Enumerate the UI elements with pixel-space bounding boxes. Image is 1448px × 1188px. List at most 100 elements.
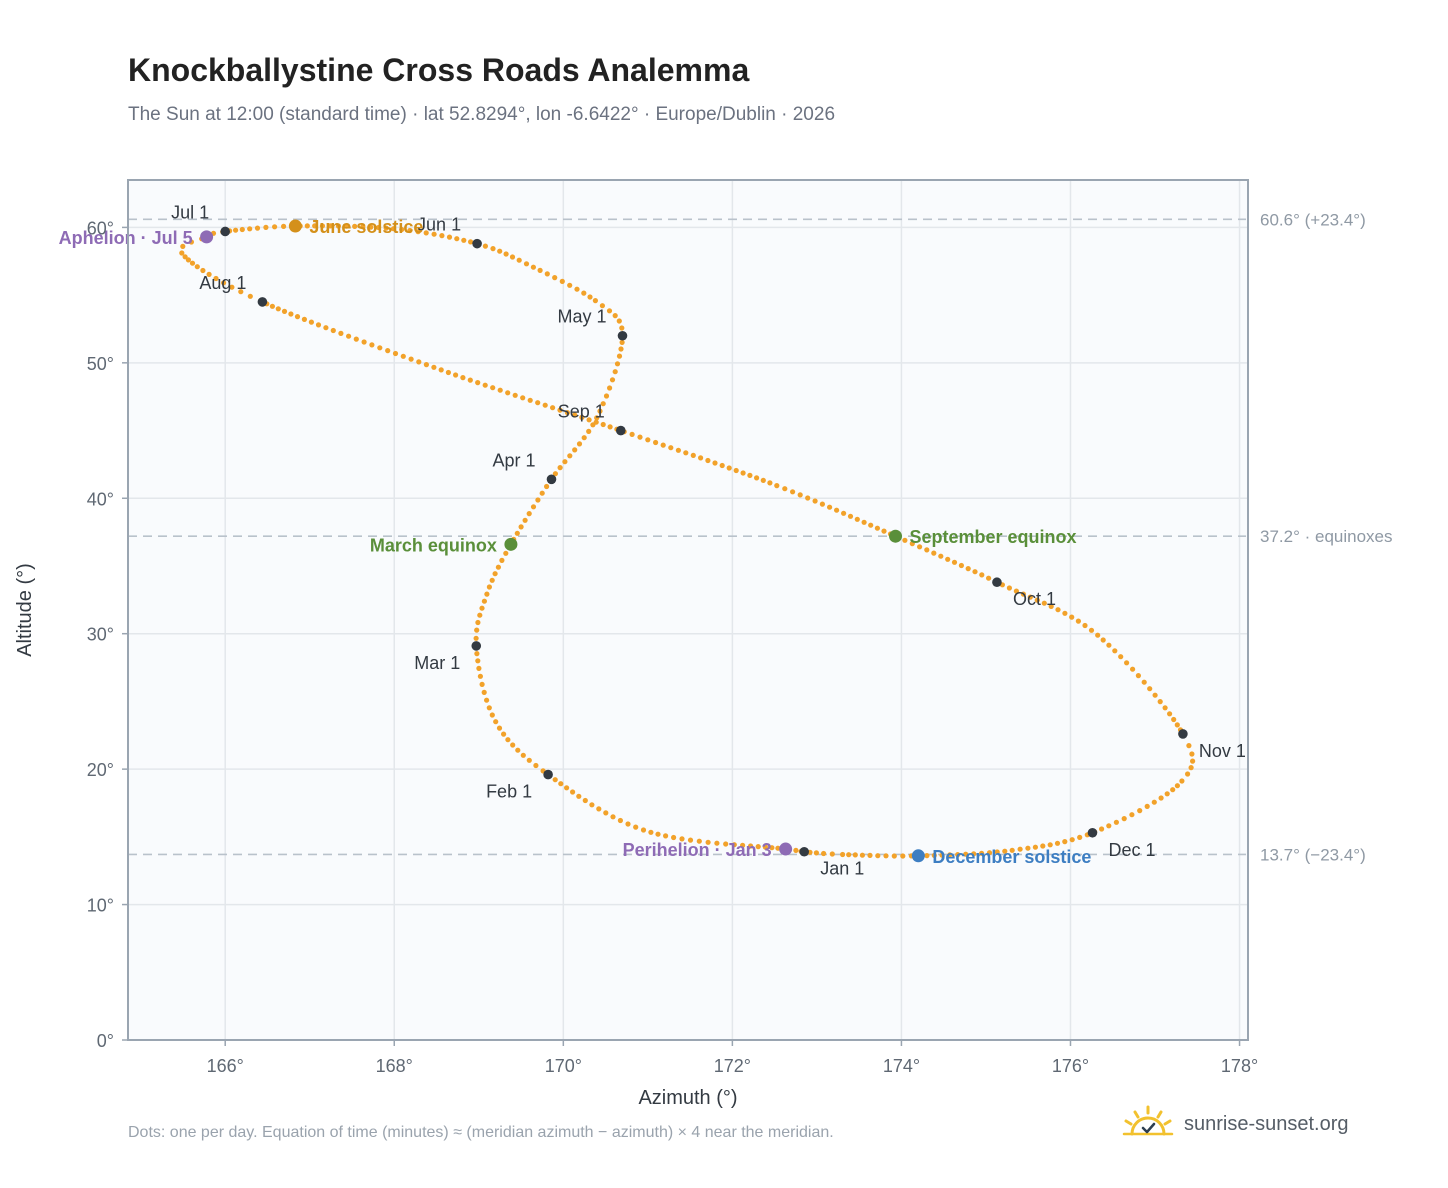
daily-sun-dot — [416, 359, 422, 365]
daily-sun-dot — [281, 223, 287, 229]
daily-sun-dot — [1095, 632, 1101, 638]
month-marker — [1178, 729, 1188, 739]
daily-sun-dot — [1017, 846, 1023, 852]
daily-sun-dot — [1009, 847, 1015, 853]
month-marker — [543, 769, 553, 780]
daily-sun-dot — [1171, 716, 1177, 723]
daily-sun-dot — [586, 417, 592, 423]
daily-sun-dot — [338, 330, 344, 336]
daily-sun-dot — [819, 501, 826, 507]
daily-sun-dot — [1062, 610, 1068, 616]
daily-sun-dot — [497, 248, 503, 254]
event-label: March equinox — [370, 535, 497, 555]
daily-sun-dot — [797, 492, 803, 498]
daily-sun-dot — [574, 286, 580, 292]
month-marker — [616, 425, 626, 436]
month-marker-label: Oct 1 — [1013, 589, 1056, 609]
daily-sun-dot — [1041, 600, 1047, 606]
daily-sun-dot — [530, 264, 537, 270]
daily-sun-dot — [938, 553, 944, 559]
daily-sun-dot — [188, 239, 194, 245]
daily-sun-dot — [474, 627, 480, 633]
daily-sun-dot — [557, 407, 563, 413]
daily-sun-dot — [496, 725, 503, 731]
daily-sun-dot — [476, 665, 482, 672]
daily-sun-dot — [618, 346, 624, 352]
daily-sun-dot — [846, 852, 852, 858]
brand-link[interactable]: sunrise-sunset.org — [1120, 1104, 1349, 1144]
month-marker-label: Sep 1 — [558, 402, 605, 422]
daily-sun-dot — [510, 742, 516, 748]
x-tick-label: 178° — [1221, 1056, 1258, 1076]
daily-sun-dot — [668, 445, 674, 451]
daily-sun-dot — [423, 362, 429, 368]
daily-sun-dot — [640, 827, 647, 833]
daily-sun-dot — [1020, 591, 1026, 597]
daily-sun-dot — [947, 852, 953, 858]
daily-sun-dot — [550, 405, 556, 411]
daily-sun-dot — [304, 223, 310, 229]
daily-sun-dot — [492, 571, 498, 577]
daily-sun-dot — [552, 471, 559, 477]
daily-sun-dot — [589, 802, 595, 808]
daily-sun-dot — [542, 402, 548, 408]
daily-sun-dot — [754, 475, 760, 481]
month-marker-label: Dec 1 — [1108, 840, 1155, 860]
daily-sun-dot — [755, 844, 761, 850]
daily-sun-dot — [655, 831, 661, 837]
x-tick-label: 166° — [207, 1056, 244, 1076]
daily-sun-dot — [399, 226, 405, 233]
daily-sun-dot — [1129, 812, 1135, 818]
daily-sun-dot — [1118, 654, 1124, 660]
month-marker-label: Apr 1 — [492, 450, 535, 470]
daily-sun-dot — [1135, 673, 1141, 679]
daily-sun-dot — [955, 852, 961, 858]
daily-sun-dot — [769, 845, 775, 851]
daily-sun-dot — [793, 847, 799, 854]
daily-sun-dot — [516, 257, 522, 263]
event-label: December solstice — [932, 847, 1091, 867]
daily-sun-dot — [951, 559, 958, 565]
x-tick-label: 170° — [545, 1056, 582, 1076]
daily-sun-dot — [369, 342, 375, 348]
daily-sun-dot — [612, 313, 618, 319]
month-marker — [472, 238, 482, 249]
daily-sun-dot — [520, 395, 526, 401]
daily-sun-dot — [586, 428, 592, 434]
plot-frame — [127, 179, 1249, 1041]
daily-sun-dot — [552, 777, 558, 783]
daily-sun-dot — [883, 853, 889, 859]
daily-sun-dot — [867, 852, 873, 859]
daily-sun-dot — [497, 387, 503, 393]
daily-sun-dot — [431, 364, 437, 370]
daily-sun-dot — [805, 495, 811, 501]
daily-sun-dot — [994, 849, 1000, 855]
daily-sun-dot — [407, 227, 413, 234]
daily-sun-dot — [812, 498, 818, 504]
daily-sun-dot — [431, 231, 437, 237]
daily-sun-dot — [829, 851, 835, 857]
daily-sun-dot — [570, 789, 576, 795]
daily-sun-dot — [572, 447, 578, 453]
y-tick-label: 60° — [87, 218, 114, 238]
daily-sun-dot — [698, 455, 704, 461]
daily-sun-dot — [254, 225, 261, 231]
y-tick-label: 20° — [87, 760, 114, 780]
month-marker-label: Jun 1 — [417, 215, 461, 235]
daily-sun-dot — [179, 250, 185, 256]
daily-sun-dot — [233, 227, 239, 233]
daily-sun-dot — [617, 817, 624, 824]
daily-sun-dot — [827, 504, 833, 510]
daily-sun-dot — [468, 239, 474, 245]
daily-sun-dot — [185, 257, 191, 263]
daily-sun-dot — [505, 737, 511, 743]
y-tick-label: 50° — [87, 354, 114, 374]
daily-sun-dot — [515, 747, 521, 753]
daily-sun-dot — [376, 224, 382, 231]
daily-sun-dot — [917, 544, 923, 550]
daily-sun-dot — [821, 850, 827, 857]
daily-sun-dot — [582, 797, 588, 804]
daily-sun-dot — [484, 697, 490, 703]
daily-sun-dot — [939, 852, 945, 858]
